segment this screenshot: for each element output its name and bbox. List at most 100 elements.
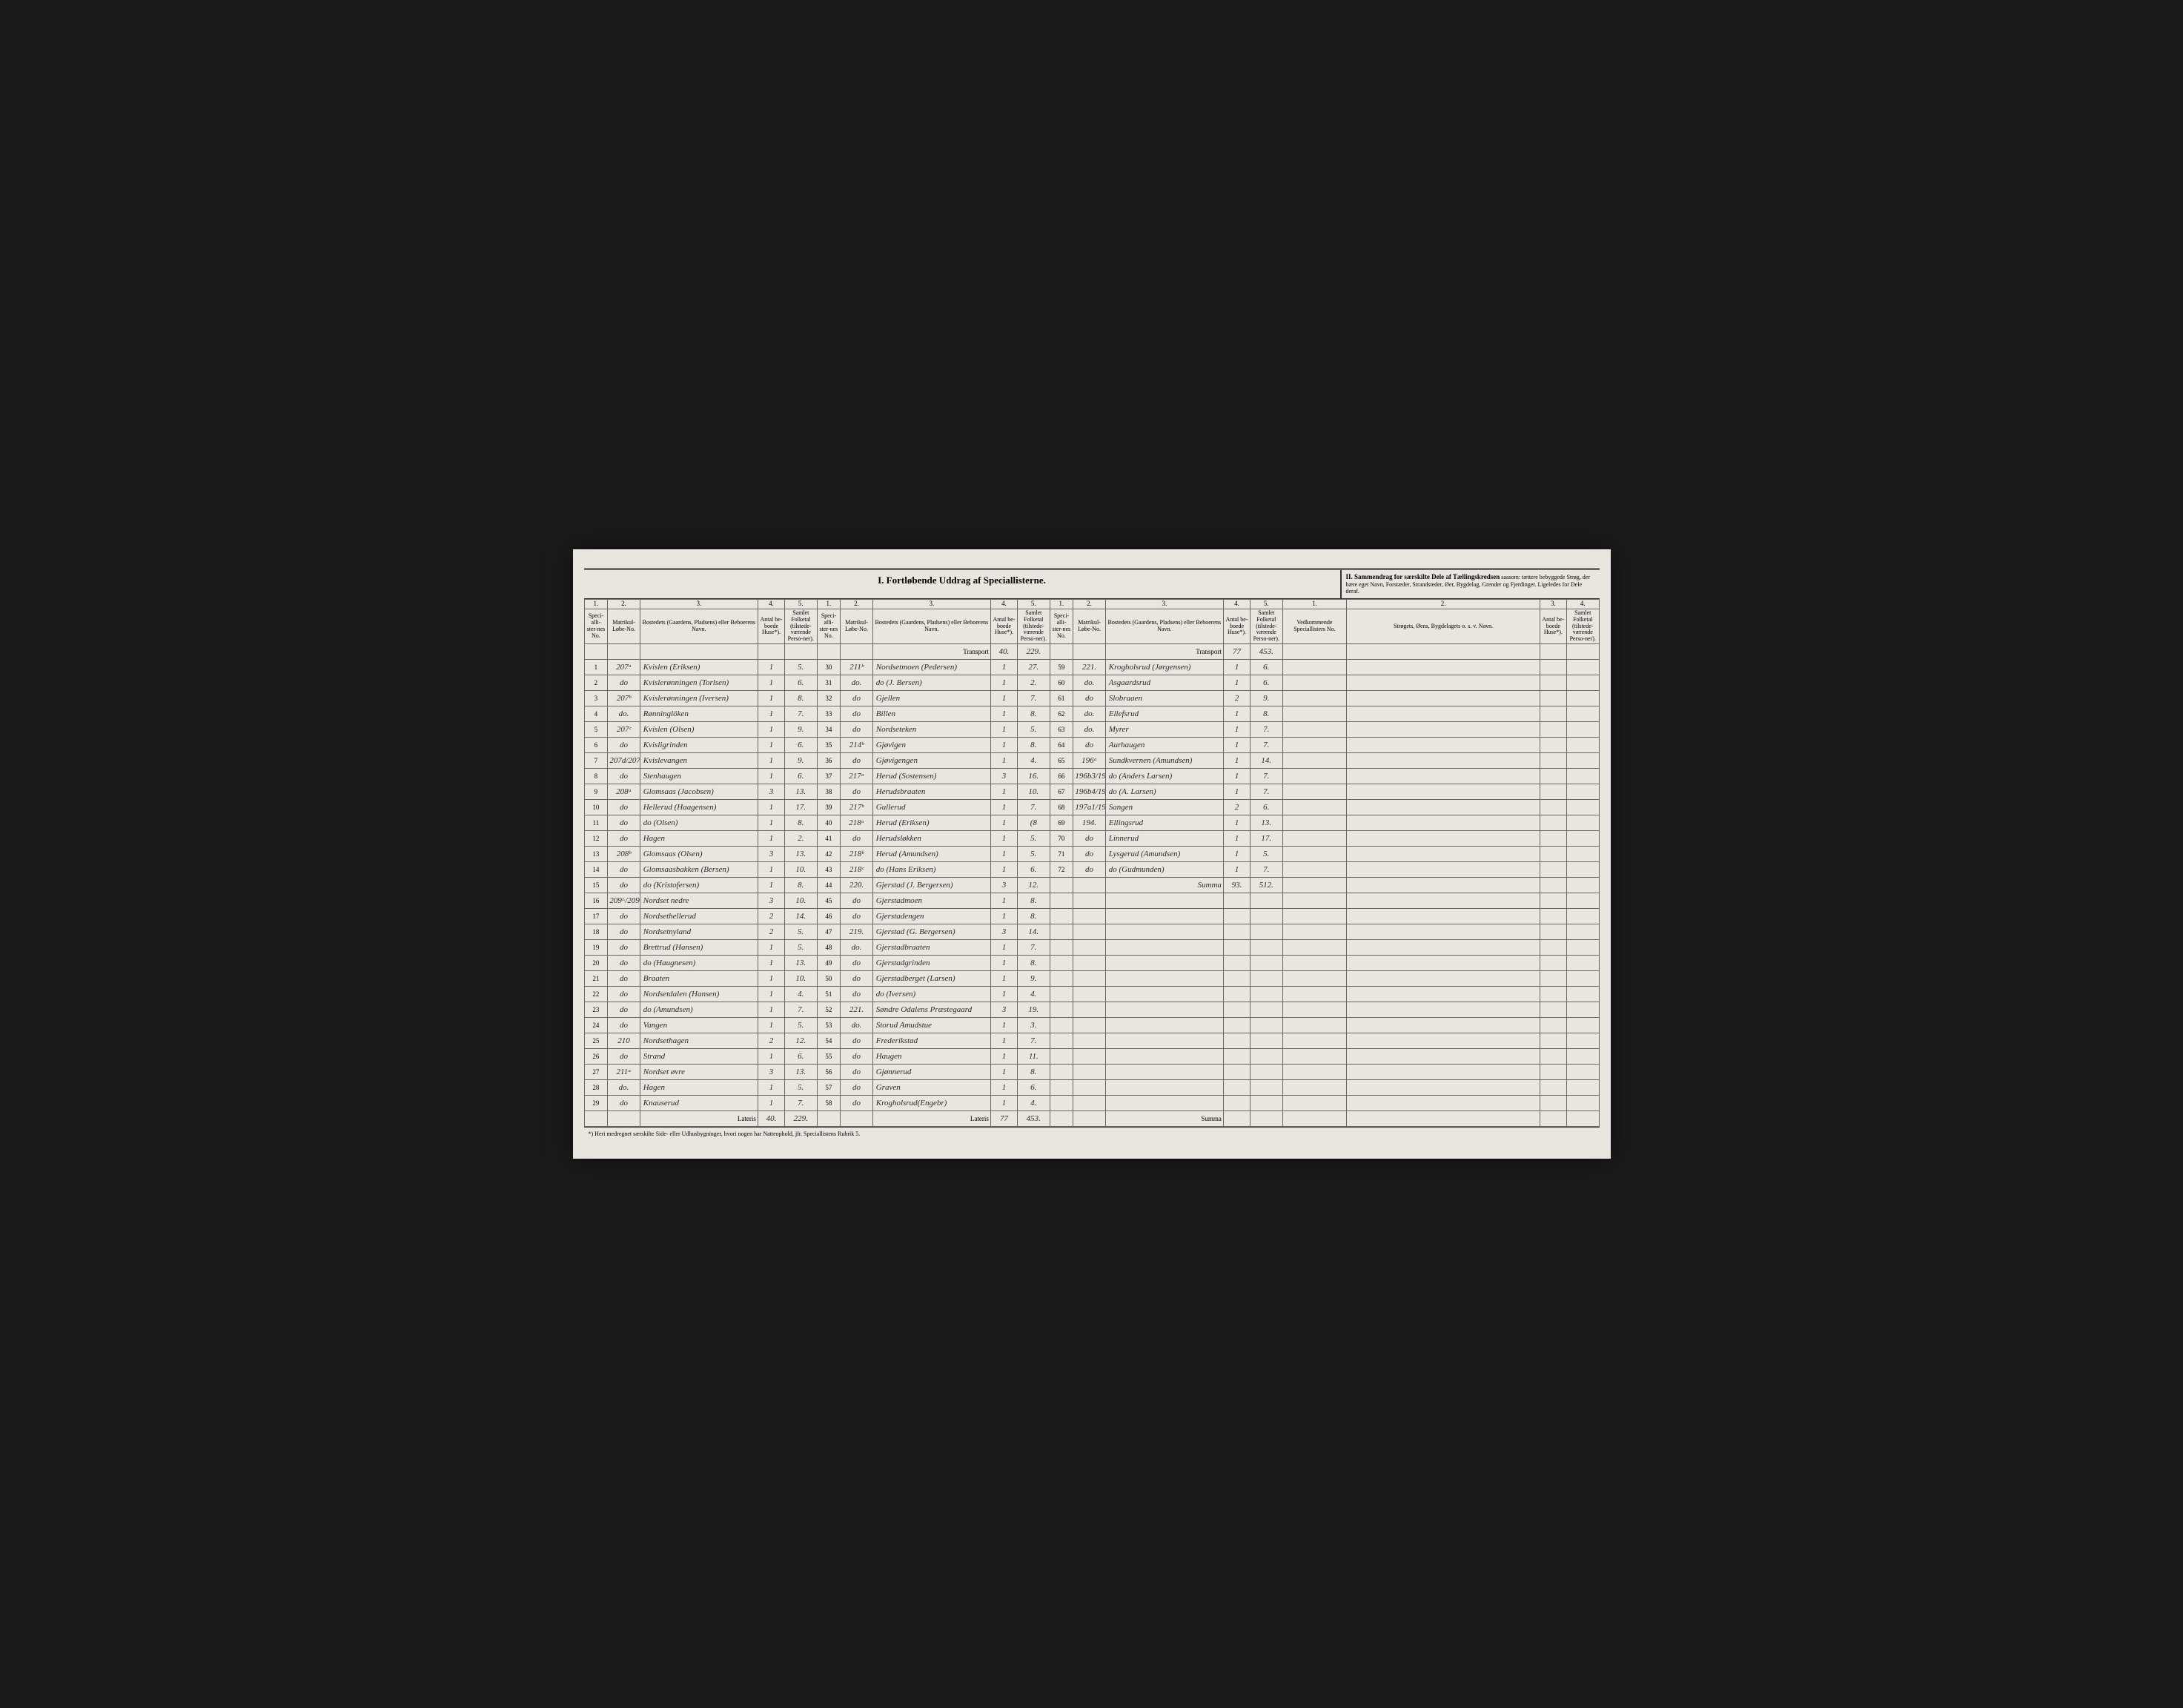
matrikul: do bbox=[608, 1002, 640, 1017]
row-no: 47 bbox=[817, 924, 841, 939]
row-no: 37 bbox=[817, 768, 841, 784]
matrikul: do bbox=[608, 924, 640, 939]
bosted-name: Frederikstad bbox=[872, 1033, 990, 1048]
row-no: 8 bbox=[584, 768, 608, 784]
table-row: 10doHellerud (Haagensen)117.39217ᵇGuller… bbox=[584, 799, 1599, 815]
colnum: 3. bbox=[1540, 600, 1566, 609]
huse: 1 bbox=[990, 737, 1017, 752]
folketal: 8. bbox=[785, 815, 817, 830]
folketal: 14. bbox=[1250, 752, 1282, 768]
bosted-name: Asgaardsrud bbox=[1105, 675, 1223, 690]
bosted-name: Knauserud bbox=[640, 1095, 758, 1110]
folketal: 7. bbox=[1018, 799, 1050, 815]
bosted-name: Graven bbox=[872, 1079, 990, 1095]
folketal: 10. bbox=[1018, 784, 1050, 799]
huse: 1 bbox=[758, 939, 784, 955]
matrikul: do bbox=[1073, 846, 1105, 861]
huse: 1 bbox=[758, 1002, 784, 1017]
huse: 1 bbox=[758, 799, 784, 815]
bosted-name: Gjønnerud bbox=[872, 1064, 990, 1079]
bosted-name: Herudsbraaten bbox=[872, 784, 990, 799]
lateris-huse: 40. bbox=[758, 1110, 784, 1126]
bosted-name: Herud (Amundsen) bbox=[872, 846, 990, 861]
huse: 1 bbox=[990, 986, 1017, 1002]
table-row: 9208ᵃGlomsaas (Jacobsen)313.38doHerudsbr… bbox=[584, 784, 1599, 799]
huse: 3 bbox=[990, 924, 1017, 939]
bosted-name: Nordset øvre bbox=[640, 1064, 758, 1079]
matrikul: do bbox=[608, 939, 640, 955]
row-no: 56 bbox=[817, 1064, 841, 1079]
row-no: 36 bbox=[817, 752, 841, 768]
huse: 1 bbox=[990, 690, 1017, 706]
folketal: 8. bbox=[785, 690, 817, 706]
matrikul: do bbox=[841, 955, 872, 970]
bosted-name: Nordsetnyland bbox=[640, 924, 758, 939]
colnum: 2. bbox=[841, 600, 872, 609]
folketal: 6. bbox=[1250, 675, 1282, 690]
bosted-name: Gjerstadmoen bbox=[872, 893, 990, 908]
matrikul: 207ᶜ bbox=[608, 721, 640, 737]
huse: 3 bbox=[758, 784, 784, 799]
huse: 1 bbox=[990, 1048, 1017, 1064]
huse: 3 bbox=[758, 893, 784, 908]
matrikul: do bbox=[608, 877, 640, 893]
table-header: 1. 2. 3. 4. 5. 1. 2. 3. 4. 5. 1. 2. 3. 4… bbox=[584, 600, 1599, 644]
row-no: 46 bbox=[817, 908, 841, 924]
folketal: 5. bbox=[785, 659, 817, 675]
huse: 1 bbox=[990, 908, 1017, 924]
matrikul: 194. bbox=[1073, 815, 1105, 830]
bosted-name: Herud (Eriksen) bbox=[872, 815, 990, 830]
folketal: 5. bbox=[1018, 846, 1050, 861]
row-no: 51 bbox=[817, 986, 841, 1002]
folketal: 13. bbox=[1250, 815, 1282, 830]
row-no: 67 bbox=[1050, 784, 1073, 799]
row-no: 65 bbox=[1050, 752, 1073, 768]
bosted-name: Haugen bbox=[872, 1048, 990, 1064]
folketal: 14. bbox=[785, 908, 817, 924]
matrikul: do bbox=[841, 1064, 872, 1079]
table-row: 21doBraaten110.50doGjerstadberget (Larse… bbox=[584, 970, 1599, 986]
folketal: 4. bbox=[1018, 752, 1050, 768]
hdr-matr: Matrikul-Løbe-No. bbox=[841, 609, 872, 643]
colnum: 4. bbox=[758, 600, 784, 609]
table-row: 6doKvisligrinden16.35214ᵇGjøvigen18.64do… bbox=[584, 737, 1599, 752]
matrikul: do. bbox=[841, 1017, 872, 1033]
hdr-folk: Samlet Folketal (tilstede-værende Perso-… bbox=[785, 609, 817, 643]
huse: 1 bbox=[758, 675, 784, 690]
table-row: 23dodo (Amundsen)17.52221.Søndre Odalens… bbox=[584, 1002, 1599, 1017]
huse: 1 bbox=[990, 784, 1017, 799]
folketal: 7. bbox=[1018, 690, 1050, 706]
row-no: 29 bbox=[584, 1095, 608, 1110]
matrikul: do bbox=[841, 893, 872, 908]
transport-huse: 40. bbox=[990, 643, 1017, 659]
bosted-name: Nordsetdalen (Hansen) bbox=[640, 986, 758, 1002]
census-form-page: I. Fortløbende Uddrag af Speciallisterne… bbox=[573, 549, 1611, 1159]
row-no: 53 bbox=[817, 1017, 841, 1033]
huse: 1 bbox=[758, 659, 784, 675]
huse: 1 bbox=[758, 877, 784, 893]
table-row: 5207ᶜKvislen (Olsen)19.34doNordseteken15… bbox=[584, 721, 1599, 737]
row-no: 40 bbox=[817, 815, 841, 830]
row-no: 18 bbox=[584, 924, 608, 939]
hdr-spec: Speci-alli-ster-nes No. bbox=[817, 609, 841, 643]
colnum: 5. bbox=[1250, 600, 1282, 609]
row-no: 4 bbox=[584, 706, 608, 721]
matrikul: do bbox=[841, 752, 872, 768]
folketal: 6. bbox=[1018, 861, 1050, 877]
hdr-strog: Strøgets, Øens, Bygdelagets o. s. v. Nav… bbox=[1347, 609, 1540, 643]
row-no: 58 bbox=[817, 1095, 841, 1110]
row-no: 14 bbox=[584, 861, 608, 877]
table-row: 7207d/207Kvislevangen19.36doGjøvigengen1… bbox=[584, 752, 1599, 768]
matrikul: 214ᵇ bbox=[841, 737, 872, 752]
table-row: 25210Nordsethagen212.54doFrederikstad17. bbox=[584, 1033, 1599, 1048]
row-no: 61 bbox=[1050, 690, 1073, 706]
bosted-name: do (Gudmunden) bbox=[1105, 861, 1223, 877]
matrikul: 218ᶜ bbox=[841, 861, 872, 877]
row-no: 26 bbox=[584, 1048, 608, 1064]
matrikul: do bbox=[608, 1048, 640, 1064]
folketal: 4. bbox=[1018, 1095, 1050, 1110]
lateris-label: Lateris bbox=[872, 1110, 990, 1126]
row-no: 25 bbox=[584, 1033, 608, 1048]
matrikul: do bbox=[608, 986, 640, 1002]
colnum: 4. bbox=[1223, 600, 1250, 609]
